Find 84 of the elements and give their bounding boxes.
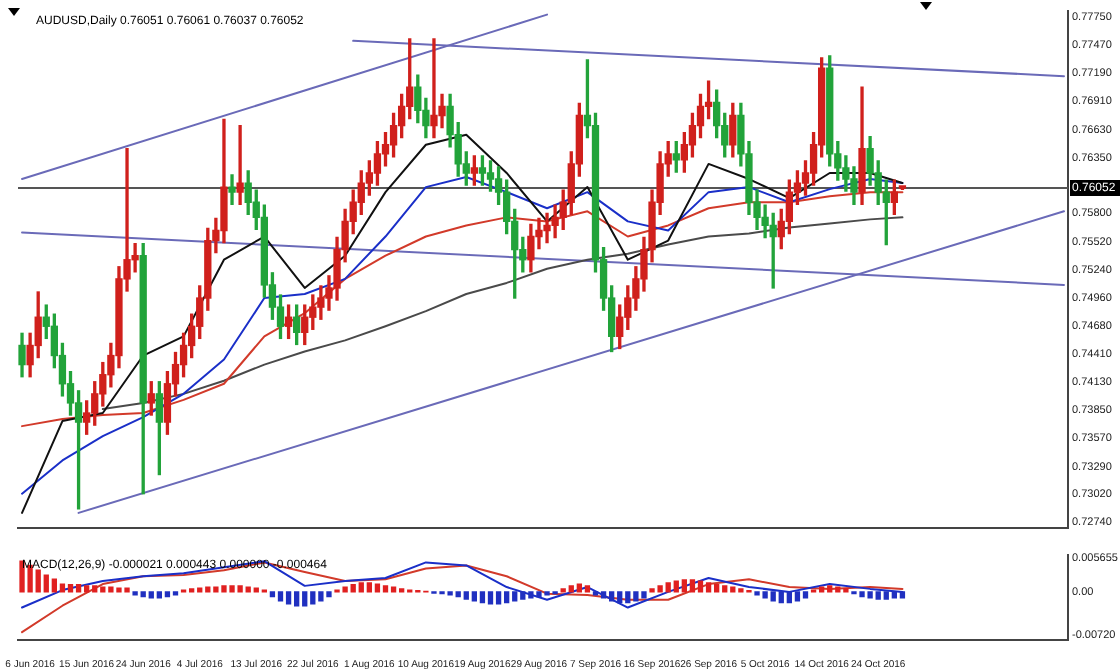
bar (722, 585, 728, 593)
bar (705, 582, 712, 593)
bar (19, 560, 25, 593)
bar (302, 591, 308, 607)
bar (221, 585, 227, 593)
bar (625, 591, 631, 604)
bar (156, 591, 163, 599)
bar (681, 579, 688, 593)
bar (326, 591, 332, 598)
bar (269, 591, 276, 598)
bar (827, 585, 833, 593)
bar (310, 591, 316, 605)
bar (770, 591, 776, 602)
bar (245, 586, 251, 593)
bar (148, 591, 154, 599)
bar (891, 591, 898, 599)
bar (713, 584, 720, 593)
bar (471, 591, 478, 602)
bar (277, 591, 284, 602)
bar (762, 591, 768, 599)
bar (778, 591, 784, 604)
bar (350, 584, 356, 593)
bar (382, 585, 389, 593)
bar (689, 579, 696, 593)
bar (140, 591, 146, 598)
bar (92, 585, 98, 593)
bar (568, 585, 574, 593)
bar (608, 591, 615, 602)
bar (794, 591, 801, 602)
bar (253, 587, 259, 593)
bar (520, 591, 526, 600)
bar (455, 591, 461, 598)
bar (818, 586, 825, 593)
bar (164, 591, 171, 598)
bar (657, 585, 663, 593)
bar (503, 591, 510, 604)
bar (487, 591, 494, 605)
bar (641, 591, 647, 599)
bar (229, 585, 235, 593)
bar (528, 591, 534, 599)
bar (108, 586, 114, 593)
bar (43, 574, 49, 593)
bar (342, 586, 348, 593)
bar (673, 580, 679, 593)
bar (802, 591, 809, 599)
bar (213, 586, 219, 593)
bar (59, 583, 66, 593)
bar (374, 583, 381, 593)
bar (600, 591, 607, 599)
bar (875, 591, 881, 600)
bar (859, 591, 865, 598)
bar (293, 591, 300, 607)
bar (116, 587, 122, 593)
bar (617, 591, 623, 604)
bar (576, 583, 583, 593)
bar (867, 591, 873, 599)
bar (318, 591, 324, 602)
bar (584, 585, 591, 593)
bar (124, 587, 130, 593)
bar (495, 591, 502, 605)
bar (75, 584, 82, 593)
bar (100, 586, 106, 593)
bar (390, 586, 397, 593)
bar (67, 584, 74, 593)
bar (697, 580, 704, 593)
bar (835, 586, 841, 593)
bar (786, 591, 793, 604)
bar (665, 582, 671, 593)
bar (35, 569, 41, 593)
bar (197, 587, 203, 593)
bar (536, 591, 542, 598)
bar (730, 586, 736, 593)
bar (51, 578, 58, 593)
bar (366, 582, 373, 593)
bar (633, 591, 639, 602)
bar (205, 586, 211, 593)
bar (883, 591, 889, 600)
bar (237, 585, 243, 593)
bar (512, 591, 518, 602)
bar (463, 591, 469, 600)
bar (358, 582, 364, 593)
bar (479, 591, 486, 604)
bar (285, 591, 292, 605)
bar (83, 585, 90, 593)
